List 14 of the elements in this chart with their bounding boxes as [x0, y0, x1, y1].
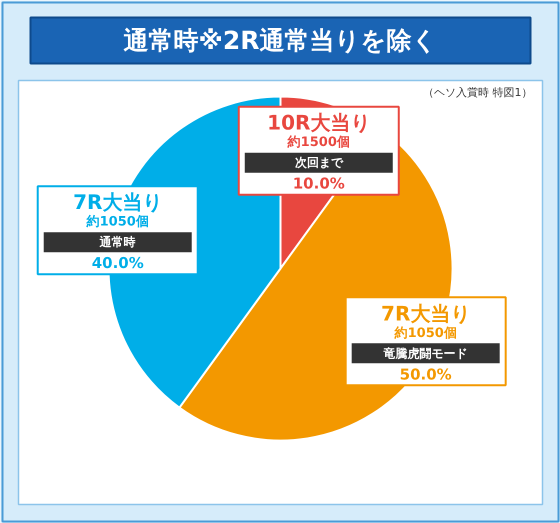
text: 約1050個	[86, 214, 149, 230]
text: 次回まで	[294, 156, 344, 170]
slice-label: 7R大当り	[381, 301, 470, 326]
text: 約1050個	[394, 326, 457, 341]
chart-title: 通常時※2R通常当りを除く	[124, 26, 438, 55]
data-label: 40.0%	[92, 254, 144, 272]
data-label: 10.0%	[292, 174, 345, 193]
data-label: 50.0%	[400, 365, 452, 384]
chart-subtitle: （ヘソ入賞時 特図1）	[423, 86, 533, 99]
slice-label: 10R大当り	[267, 110, 370, 135]
text: 通常時	[98, 235, 136, 250]
slice-label: 7R大当り	[73, 190, 162, 214]
text: 約1500個	[286, 135, 350, 150]
text: 竜騰虎闘モード	[382, 346, 468, 360]
